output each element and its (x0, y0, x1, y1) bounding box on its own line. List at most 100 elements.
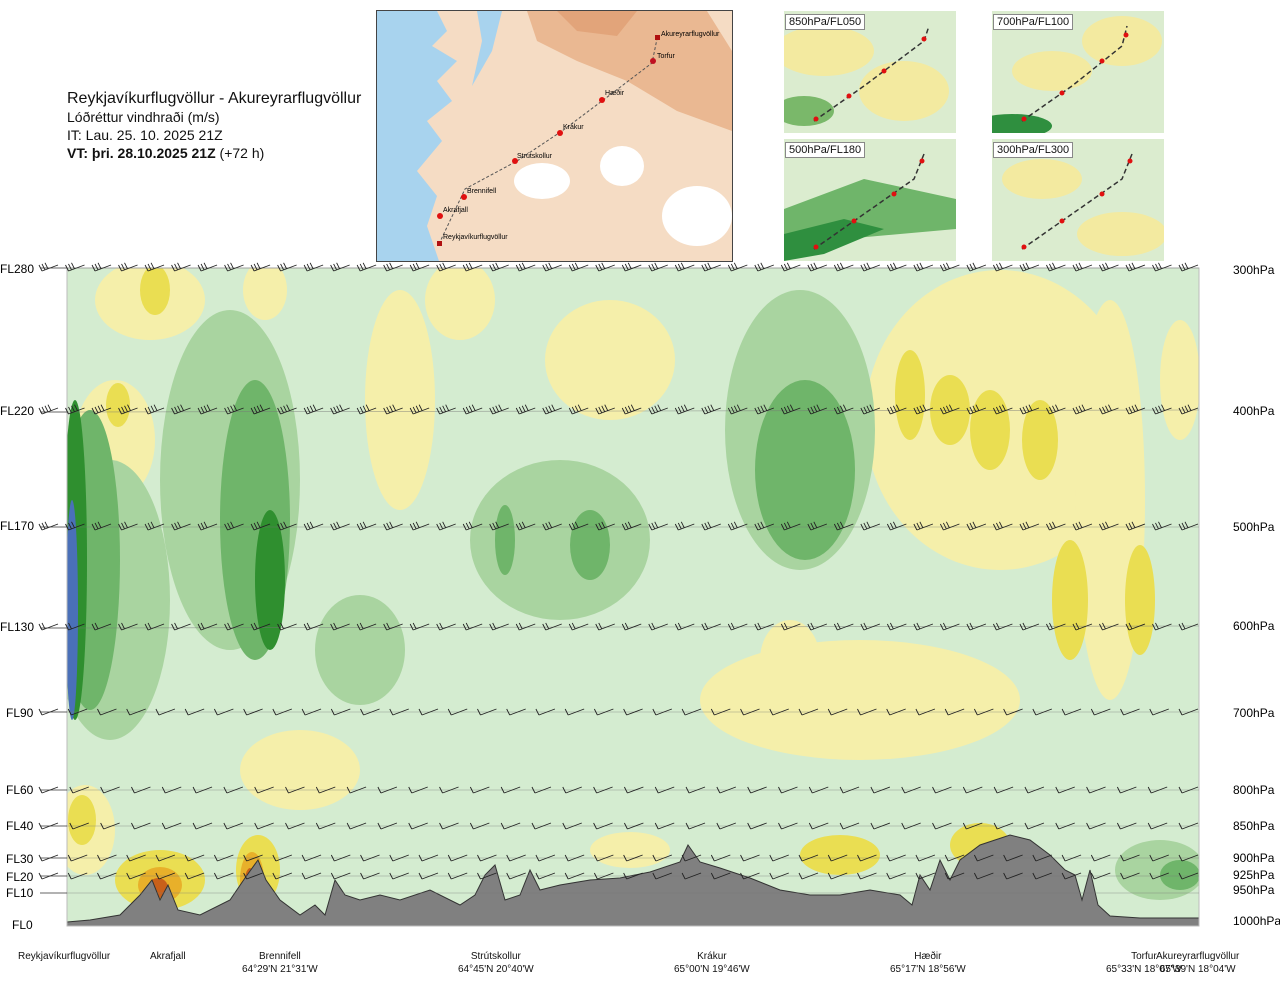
wind-barb-feather (365, 404, 370, 411)
wind-barb-staff (1064, 708, 1082, 716)
wind-barb-feather (203, 521, 208, 529)
vertical-velocity-field (67, 268, 1199, 926)
wind-barb-feather (155, 708, 160, 716)
wind-barb-feather (1046, 523, 1050, 531)
wind-barb-feather (377, 786, 382, 794)
wind-barb-staff (187, 872, 205, 880)
wind-barb-staff (842, 822, 860, 830)
wind-barb-feather (704, 522, 709, 530)
wind-barb-feather (627, 405, 632, 413)
wind-barb-feather (200, 406, 205, 414)
wind-barb-staff (1064, 872, 1082, 880)
wind-barb-feather (389, 708, 394, 716)
wind-barb-feather (996, 406, 1000, 414)
wind-barb-feather (383, 523, 388, 531)
wind-barb-feather (701, 623, 706, 631)
wind-barb-staff (334, 854, 351, 862)
wind-barb-feather (415, 521, 420, 529)
mini-map-850-svg (784, 11, 956, 133)
wind-barb-feather (200, 522, 205, 530)
route-marker-akureyri (655, 35, 660, 40)
wind-barb-feather (38, 623, 43, 631)
wind-barb-feather (973, 708, 978, 716)
wind-barb-feather (333, 406, 338, 414)
wind-barb-feather (360, 854, 364, 862)
wind-barb-feather (124, 521, 128, 529)
wind-barb-staff (567, 872, 585, 880)
wind-barb-feather (144, 523, 149, 531)
wind-barb-feather (147, 522, 152, 530)
wind-barb-staff (1120, 786, 1137, 794)
field-mod-down (495, 505, 515, 575)
wind-barb-feather (827, 854, 832, 862)
wind-barb-feather (97, 521, 102, 529)
wind-barb-feather (704, 263, 709, 271)
wind-barb-feather (1078, 262, 1083, 270)
wind-barb-feather (783, 406, 788, 414)
wind-barb-feather (833, 264, 838, 272)
wind-barb-staff (597, 872, 614, 880)
wind-barb-staff (626, 872, 643, 880)
wind-barb-staff (567, 854, 585, 862)
wind-barb-staff (935, 786, 952, 794)
wind-barb-staff (246, 854, 263, 862)
wind-barb-feather (886, 872, 891, 880)
wind-barb-staff (334, 708, 351, 716)
wind-barb-feather (91, 407, 96, 415)
wind-barb-feather (916, 263, 921, 271)
field-weak-up (760, 620, 820, 700)
wind-barb-staff (226, 822, 244, 830)
wind-barb-feather (1178, 822, 1183, 830)
wind-barb-feather (727, 264, 732, 272)
map-label-torfur: Torfur (657, 53, 676, 60)
wind-barb-feather (747, 786, 752, 794)
wind-barb-feather (1019, 623, 1024, 631)
wind-barb-feather (1022, 522, 1027, 530)
wind-barb-feather (1152, 264, 1156, 272)
wind-barb-feather (286, 404, 291, 411)
wind-barb-feather (916, 406, 921, 414)
wind-barb-feather (1178, 623, 1183, 631)
wind-barb-feather (200, 263, 205, 271)
wind-barb-feather (126, 708, 131, 716)
wind-barb-feather (942, 406, 947, 414)
wind-barb-feather (913, 264, 918, 272)
wind-barb-staff (217, 854, 234, 862)
wind-barb-feather (392, 404, 397, 411)
wind-barb-feather (197, 264, 202, 272)
wind-barb-feather (993, 407, 997, 415)
wind-barb-staff (304, 872, 322, 880)
field-mod-up (970, 390, 1010, 470)
wind-barb-feather (492, 263, 497, 271)
wind-barb-feather (1149, 854, 1154, 862)
wind-barb-feather (810, 522, 815, 530)
wind-barb-feather (769, 708, 774, 716)
wind-barb-feather (889, 622, 894, 630)
wind-barb-feather (1178, 786, 1183, 794)
wind-barb-feather (652, 872, 657, 880)
wind-barb-feather (203, 405, 208, 413)
wind-barb-feather (71, 262, 75, 270)
wind-barb-feather (492, 406, 497, 414)
field-mod-up (68, 795, 96, 845)
y-tick-fl40: FL40 (6, 819, 34, 833)
wind-barb-feather (1032, 872, 1037, 880)
wind-barb-feather (886, 623, 891, 631)
wind-barb-feather (754, 407, 759, 415)
wind-barb-feather (97, 854, 101, 862)
wind-barb-staff (451, 854, 468, 862)
field-weak-up (425, 268, 495, 340)
wind-barb-feather (972, 405, 977, 413)
wind-barb-feather (250, 264, 255, 272)
wind-barb-feather (506, 708, 511, 716)
wind-barb-feather (1105, 262, 1109, 270)
wind-barb-feather (680, 405, 685, 413)
wind-barb-feather (439, 263, 444, 271)
wind-barb-feather (315, 822, 320, 830)
wind-barb-feather (439, 822, 443, 830)
wind-barb-feather (677, 263, 682, 271)
wind-barb-feather (889, 522, 894, 530)
wind-barb-staff (567, 708, 585, 716)
wind-barb-feather (740, 872, 744, 880)
field-weak-up (365, 290, 435, 510)
